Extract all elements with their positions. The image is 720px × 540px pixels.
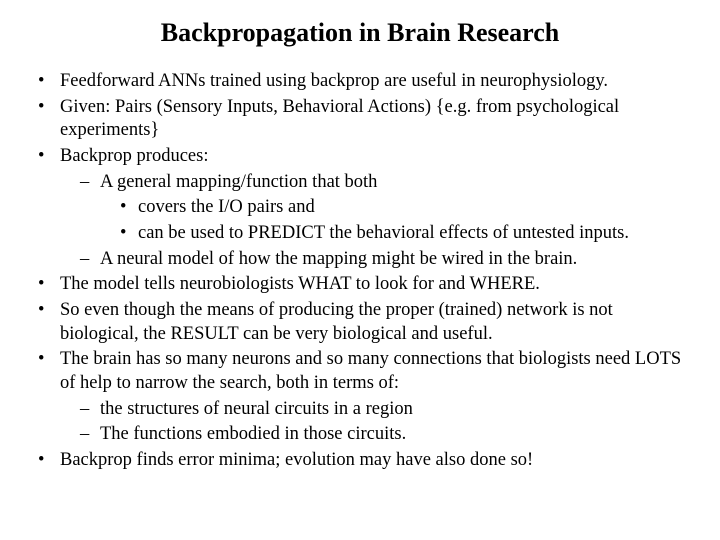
sub-sub-bullet-list: covers the I/O pairs and can be used to … — [100, 196, 690, 245]
bullet-text: The brain has so many neurons and so man… — [60, 349, 681, 393]
bullet-text: Backprop produces: — [60, 146, 208, 166]
sub-sub-bullet-item: covers the I/O pairs and — [116, 196, 690, 220]
sub-bullet-item: A general mapping/function that both cov… — [76, 171, 690, 246]
bullet-text: Backprop finds error minima; evolution m… — [60, 450, 533, 470]
bullet-text: Feedforward ANNs trained using backprop … — [60, 71, 608, 91]
bullet-text: A general mapping/function that both — [100, 172, 377, 192]
slide: Backpropagation in Brain Research Feedfo… — [0, 0, 720, 540]
bullet-item: Given: Pairs (Sensory Inputs, Behavioral… — [34, 96, 690, 143]
bullet-item: Feedforward ANNs trained using backprop … — [34, 70, 690, 94]
sub-bullet-list: A general mapping/function that both cov… — [60, 171, 690, 272]
sub-bullet-list: the structures of neural circuits in a r… — [60, 398, 690, 447]
bullet-text: The functions embodied in those circuits… — [100, 424, 406, 444]
bullet-item: The brain has so many neurons and so man… — [34, 348, 690, 447]
bullet-text: The model tells neurobiologists WHAT to … — [60, 274, 540, 294]
bullet-text: can be used to PREDICT the behavioral ef… — [138, 223, 629, 243]
sub-bullet-item: A neural model of how the mapping might … — [76, 248, 690, 272]
bullet-item: The model tells neurobiologists WHAT to … — [34, 273, 690, 297]
bullet-text: covers the I/O pairs and — [138, 197, 315, 217]
bullet-text: So even though the means of producing th… — [60, 300, 613, 344]
sub-bullet-item: The functions embodied in those circuits… — [76, 423, 690, 447]
bullet-text: the structures of neural circuits in a r… — [100, 399, 413, 419]
sub-sub-bullet-item: can be used to PREDICT the behavioral ef… — [116, 222, 690, 246]
bullet-item: Backprop finds error minima; evolution m… — [34, 449, 690, 473]
slide-title: Backpropagation in Brain Research — [30, 18, 690, 48]
bullet-text: A neural model of how the mapping might … — [100, 249, 577, 269]
bullet-text: Given: Pairs (Sensory Inputs, Behavioral… — [60, 97, 619, 141]
sub-bullet-item: the structures of neural circuits in a r… — [76, 398, 690, 422]
bullet-item: Backprop produces: A general mapping/fun… — [34, 145, 690, 271]
bullet-item: So even though the means of producing th… — [34, 299, 690, 346]
bullet-list: Feedforward ANNs trained using backprop … — [30, 70, 690, 473]
